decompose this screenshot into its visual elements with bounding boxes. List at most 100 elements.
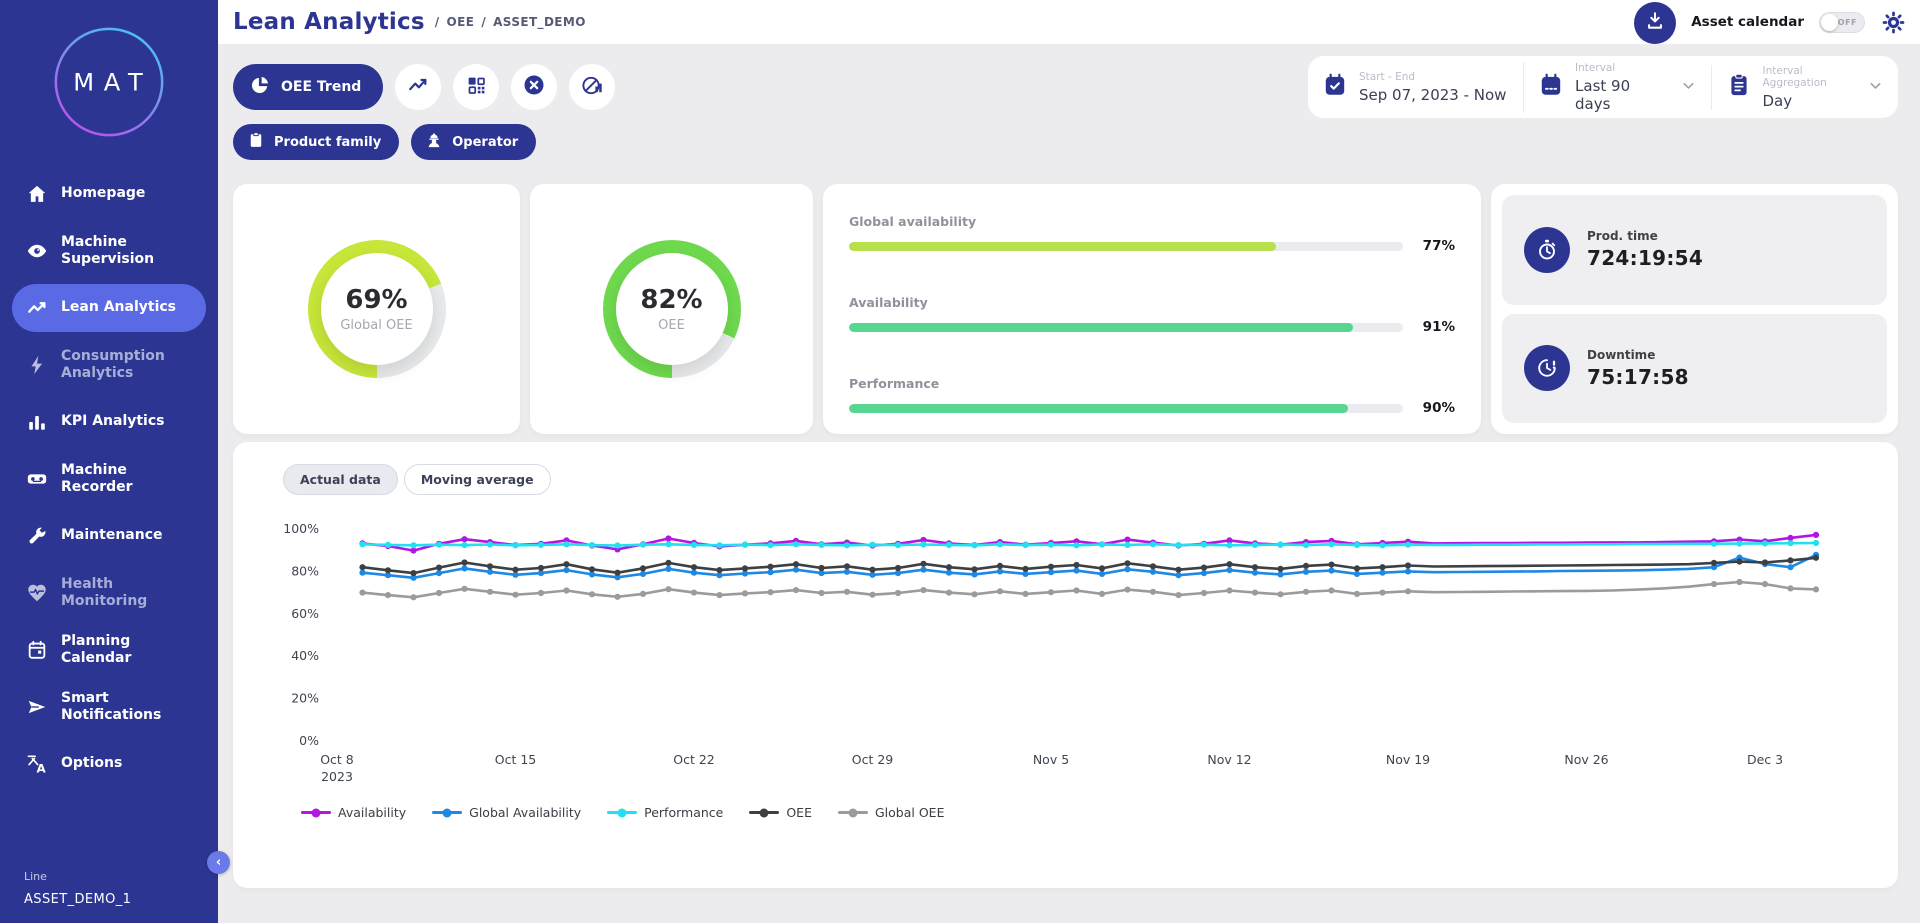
sidebar-item-label: Machine Supervision — [61, 233, 155, 268]
toggle-knob — [1821, 13, 1838, 31]
legend-swatch — [301, 808, 331, 817]
prod-time-label: Prod. time — [1587, 229, 1658, 244]
svg-text:80%: 80% — [291, 563, 319, 578]
operator-icon — [425, 131, 443, 153]
sidebar-item-label: Homepage — [61, 185, 146, 202]
chevron-down-icon — [1680, 77, 1697, 98]
legend-item-availability[interactable]: Availability — [301, 805, 406, 820]
clear-button[interactable] — [511, 64, 558, 110]
logo-text: MAT — [73, 69, 152, 97]
breadcrumb-item-asset[interactable]: ASSET_DEMO — [493, 15, 586, 29]
bar-chart-icon — [26, 411, 48, 433]
legend-label: Global Availability — [469, 805, 582, 820]
operator-label: Operator — [452, 134, 519, 150]
sidebar-item-consumption-analytics[interactable]: Consumption Analytics — [12, 341, 206, 389]
breadcrumb-item-oee[interactable]: OEE — [446, 15, 475, 29]
availability-value: 91% — [1422, 319, 1455, 335]
sidebar-item-options[interactable]: A Options — [12, 740, 206, 788]
sidebar-item-planning-calendar[interactable]: Planning Calendar — [12, 626, 206, 674]
sidebar-item-health-monitoring[interactable]: Health Monitoring — [12, 569, 206, 617]
global-availability-value: 77% — [1422, 238, 1455, 254]
svg-text:2023: 2023 — [321, 769, 353, 784]
sidebar-item-label: Options — [61, 755, 123, 772]
availability-label: Availability — [849, 295, 928, 310]
start-end-field[interactable]: Start - End Sep 07, 2023 - Now — [1308, 71, 1523, 104]
legend-label: Availability — [338, 805, 407, 820]
chevron-left-icon: ‹ — [215, 855, 222, 870]
asset-calendar-toggle[interactable]: OFF — [1819, 11, 1865, 33]
brand-logo: MAT — [0, 0, 218, 170]
wrench-icon — [26, 525, 48, 547]
legend-item-global-oee[interactable]: Global OEE — [837, 805, 945, 820]
clipboard-icon — [247, 131, 265, 153]
legend-item-performance[interactable]: Performance — [607, 805, 723, 820]
settings-gear-icon[interactable] — [1880, 9, 1906, 35]
sidebar-item-label: Health Monitoring — [61, 575, 148, 610]
oee-gauge-value: 82% — [640, 285, 703, 315]
stopwatch-icon — [1524, 226, 1570, 273]
asset-name: ASSET_DEMO_1 — [24, 892, 132, 907]
download-button[interactable] — [1634, 2, 1677, 44]
downtime-clock-icon — [1524, 345, 1570, 392]
topbar: Lean Analytics / OEE / ASSET_DEMO Asset … — [218, 0, 1920, 44]
svg-text:Oct 29: Oct 29 — [852, 752, 894, 767]
trend-chart-card: Actual data Moving average 100% 80% 60% 40%… — [233, 442, 1898, 888]
calendar-check-icon — [1322, 72, 1348, 102]
legend-item-oee[interactable]: OEE — [749, 805, 812, 820]
downtime-tile: Downtime 75:17:58 — [1502, 313, 1887, 423]
legend-label: Global OEE — [874, 805, 945, 820]
prod-time-tile: Prod. time 724:19:54 — [1502, 195, 1887, 305]
oee-trend-button[interactable]: OEE Trend — [233, 64, 384, 110]
trend-view-button[interactable] — [395, 64, 442, 110]
sidebar-item-label: Consumption Analytics — [61, 347, 165, 382]
legend-swatch — [432, 808, 463, 817]
interval-aggregation-field[interactable]: Interval Aggregation Day — [1710, 64, 1898, 110]
sidebar-item-lean-analytics[interactable]: Lean Analytics — [12, 284, 206, 332]
start-end-value: Sep 07, 2023 - Now — [1359, 85, 1507, 104]
legend-label: Performance — [644, 805, 724, 820]
start-end-label: Start - End — [1359, 70, 1416, 83]
sidebar-item-machine-recorder[interactable]: Machine Recorder — [12, 455, 206, 503]
qr-grid-button[interactable] — [453, 64, 500, 110]
legend-swatch — [607, 808, 638, 817]
legend-item-global-availability[interactable]: Global Availability — [432, 805, 581, 820]
availability-row: Availability 91% — [849, 295, 1455, 335]
sidebar-item-machine-supervision[interactable]: Machine Supervision — [12, 227, 206, 275]
toggle-state-label: OFF — [1837, 17, 1857, 27]
legend-label: OEE — [786, 805, 812, 820]
sidebar-item-label: Smart Notifications — [61, 689, 162, 724]
translate-icon: A — [26, 753, 48, 775]
sidebar-item-maintenance[interactable]: Maintenance — [12, 512, 206, 560]
tab-actual-data[interactable]: Actual data — [283, 464, 398, 495]
svg-text:0%: 0% — [299, 733, 319, 748]
svg-text:Dec 3: Dec 3 — [1747, 752, 1783, 767]
oee-gauge: 82% OEE — [602, 240, 741, 378]
svg-text:100%: 100% — [283, 521, 319, 536]
svg-text:Oct 15: Oct 15 — [495, 752, 537, 767]
sidebar-item-kpi-analytics[interactable]: KPI Analytics — [12, 398, 206, 446]
chart-legend: Availability Global Availability Performan… — [301, 805, 1874, 820]
calendar-icon — [1538, 72, 1564, 102]
recorder-icon — [26, 468, 48, 490]
send-icon — [26, 696, 48, 718]
product-family-button[interactable]: Product family — [233, 124, 400, 160]
no-data-button[interactable] — [569, 64, 616, 110]
sidebar-item-smart-notifications[interactable]: Smart Notifications — [12, 683, 206, 731]
interval-value: Last 90 days — [1575, 76, 1631, 113]
sidebar-collapse-button[interactable]: ‹ — [207, 851, 230, 874]
oee-gauge-card: 82% OEE — [530, 184, 813, 434]
clipboard-icon — [1726, 72, 1752, 102]
sidebar-item-homepage[interactable]: Homepage — [12, 170, 206, 218]
sidebar-item-label: Maintenance — [61, 527, 163, 544]
chart-tabs: Actual data Moving average — [283, 464, 1874, 495]
operator-button[interactable]: Operator — [411, 124, 537, 160]
oee-trend-chart[interactable]: 100% 80% 60% 40% 20% 0%Oct 8 2023 Oct 15 Oct 22 O… — [257, 517, 1874, 793]
trend-line-icon — [407, 74, 429, 100]
tab-moving-average[interactable]: Moving average — [403, 464, 551, 495]
health-icon — [26, 582, 48, 604]
main-area: Lean Analytics / OEE / ASSET_DEMO Asset … — [218, 0, 1920, 923]
svg-text:Oct 22: Oct 22 — [673, 752, 715, 767]
svg-text:Nov 19: Nov 19 — [1386, 752, 1430, 767]
interval-field[interactable]: Interval Last 90 days — [1523, 61, 1710, 113]
product-family-label: Product family — [274, 134, 382, 150]
